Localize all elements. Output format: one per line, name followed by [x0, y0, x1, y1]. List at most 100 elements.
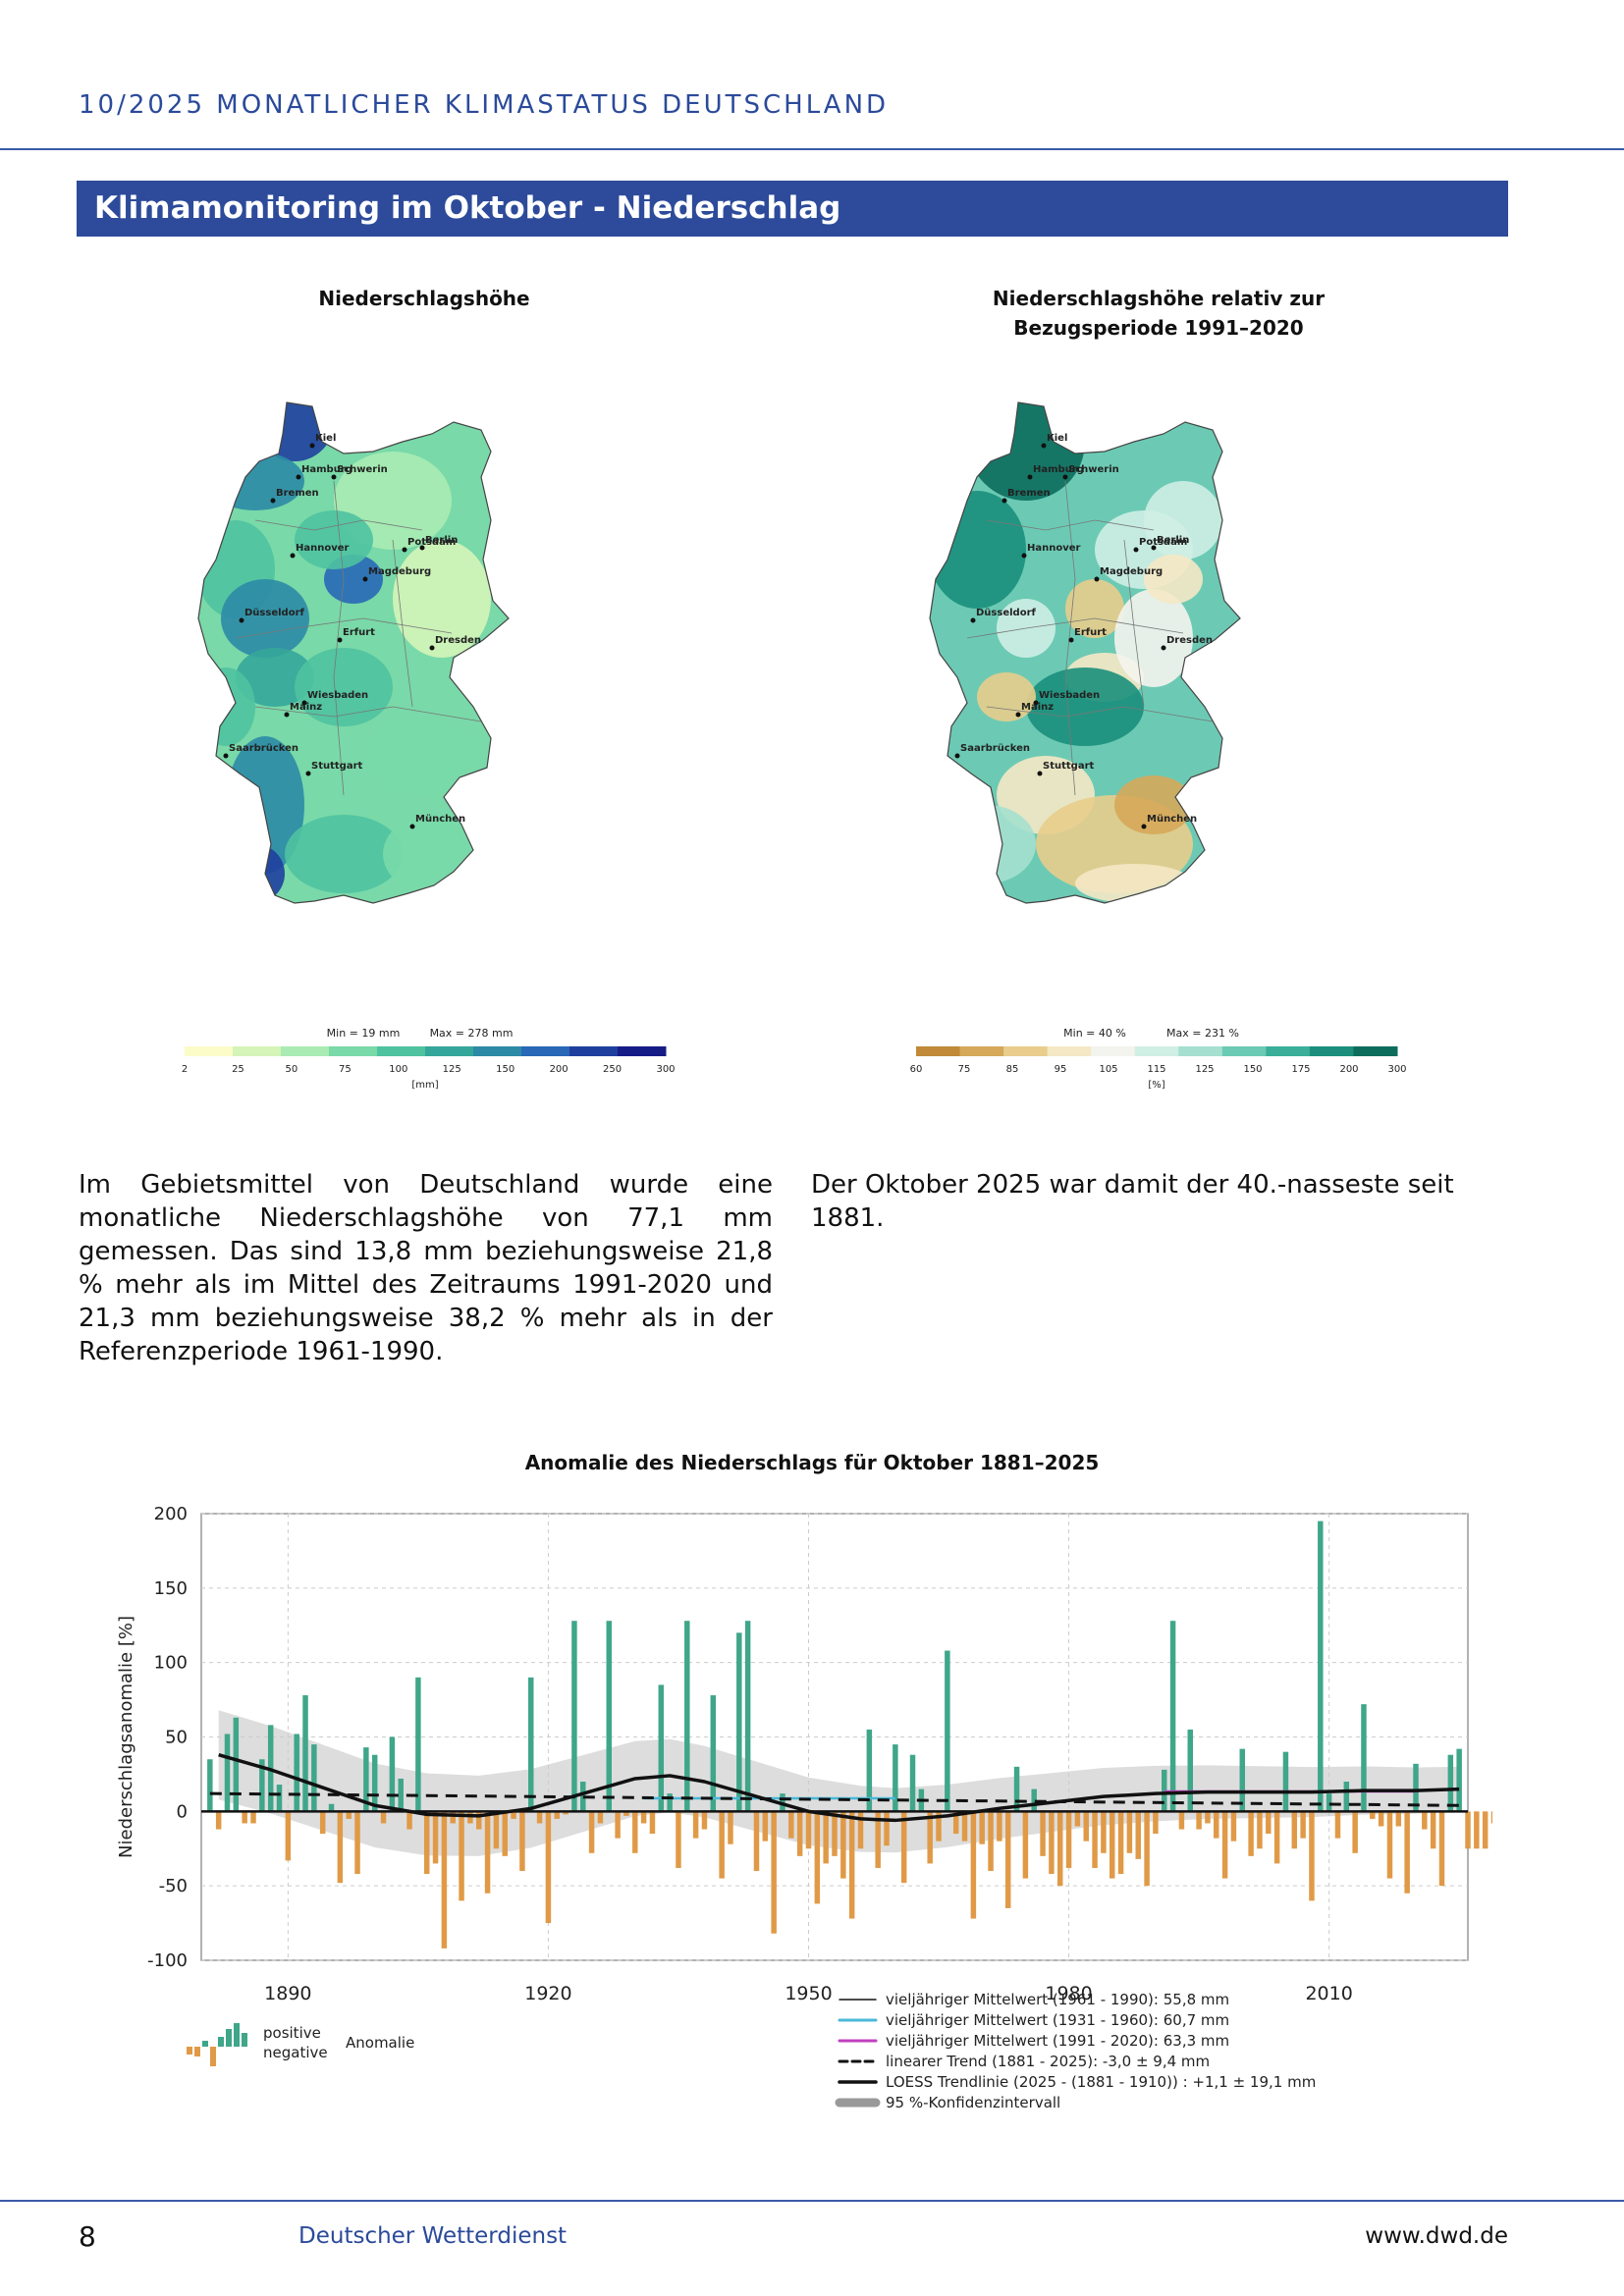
anomaly-bar — [658, 1684, 665, 1812]
anomaly-bar — [233, 1717, 240, 1812]
map2-city-label: München — [1147, 814, 1197, 825]
map2-colorbar-segment — [1003, 1046, 1049, 1056]
map1-colorbar-segment — [233, 1046, 282, 1056]
map2-city-label: Berlin — [1157, 535, 1189, 546]
anomaly-bar — [840, 1811, 846, 1879]
map2-region — [930, 491, 1026, 609]
anomaly-bar — [676, 1811, 681, 1868]
anomaly-bar — [242, 1811, 247, 1824]
anomaly-bar — [1395, 1811, 1402, 1827]
anomaly-bar — [848, 1811, 855, 1919]
map2-city-label: Kiel — [1047, 433, 1067, 444]
map2-region — [1065, 579, 1124, 638]
map2-border — [929, 401, 1241, 904]
anomaly-bar — [389, 1736, 396, 1812]
map2-region — [1114, 589, 1193, 687]
anomaly-bar — [1239, 1748, 1246, 1812]
anomaly-bar — [511, 1811, 516, 1819]
anomaly-bar — [1178, 1811, 1185, 1830]
y-tick-label: 0 — [177, 1801, 188, 1822]
anomaly-bar — [1413, 1763, 1419, 1812]
anomaly-bar — [502, 1811, 508, 1856]
map2-colorbar-tick: 175 — [1291, 1064, 1310, 1075]
map1-city-label: München — [415, 814, 465, 825]
x-tick-label: 1920 — [524, 1983, 571, 2004]
map1-city-label: Saarbrücken — [229, 743, 298, 754]
map1-city-dot — [290, 553, 296, 559]
legend-item-label: LOESS Trendlinie (2025 - (1881 - 1910)) … — [886, 2073, 1316, 2091]
header-divider — [0, 148, 1624, 150]
map1-colorbar-unit: [mm] — [411, 1080, 438, 1091]
map1-city-dot — [284, 712, 290, 718]
section-title: Klimamonitoring im Oktober - Niederschla… — [94, 190, 841, 226]
anomaly-bar — [1386, 1811, 1393, 1879]
map2-colorbar-segment — [1178, 1046, 1223, 1056]
map1-colorbar-tick: 2 — [182, 1064, 188, 1075]
y-tick-label: 150 — [154, 1578, 188, 1599]
map1-region — [226, 844, 285, 903]
y-tick-label: 50 — [165, 1728, 188, 1748]
anomaly-bar — [1352, 1811, 1358, 1853]
map1-region — [393, 540, 491, 658]
anomaly-bar — [1117, 1811, 1124, 1875]
map1-city-dot — [409, 824, 415, 829]
map1-region — [363, 717, 481, 795]
map1-max-label: Max = 278 mm — [430, 1027, 514, 1040]
anomaly-bar — [701, 1811, 708, 1830]
website-link[interactable]: www.dwd.de — [1365, 2223, 1508, 2249]
anomaly-bar — [1065, 1811, 1072, 1868]
anomaly-bar — [346, 1811, 352, 1819]
anomaly-bar — [1214, 1811, 1219, 1839]
map1-colorbar-segment — [521, 1046, 570, 1056]
map1-colorbar-segment — [377, 1046, 426, 1056]
map1-colorbar-segment — [618, 1046, 667, 1056]
anomaly-bar — [371, 1754, 378, 1812]
map2-colorbar-unit: [%] — [1148, 1080, 1164, 1091]
legend-item-label: 95 %-Konfidenzintervall — [886, 2094, 1060, 2111]
anomaly-bar — [363, 1747, 369, 1812]
anomaly-bar — [276, 1785, 283, 1812]
anomaly-bar — [640, 1811, 647, 1824]
map2-fill — [930, 402, 1240, 903]
footer-divider — [0, 2200, 1624, 2202]
anomaly-bar — [805, 1811, 812, 1849]
map1-colorbar-tick: 125 — [443, 1064, 461, 1075]
map1-colorbar-segment — [185, 1046, 234, 1056]
map1-city-label: Hamburg — [301, 464, 352, 475]
map2-city-label: Schwerin — [1068, 464, 1119, 475]
map1-city-dot — [309, 443, 315, 449]
map1-city-dot — [331, 474, 337, 480]
anomaly-bar — [684, 1621, 690, 1812]
anomaly-bar — [597, 1811, 604, 1824]
anomaly-bar — [1343, 1782, 1350, 1812]
linear-trend-line — [209, 1791, 1460, 1807]
legend-anomaly-label: Anomalie — [346, 2034, 414, 2052]
legend-anomaly-swatch — [187, 2047, 192, 2055]
map1-city-dot — [337, 637, 343, 643]
y-tick-label: 100 — [154, 1653, 188, 1674]
map1-colorbar-segment — [569, 1046, 619, 1056]
map2-title: Niederschlagshöhe relativ zur Bezugsperi… — [992, 287, 1326, 340]
y-tick-label: -100 — [147, 1950, 188, 1971]
map1-colorbar-tick: 25 — [232, 1064, 244, 1075]
map2-city-dot — [1161, 645, 1166, 651]
x-tick-label: 1980 — [1045, 1983, 1092, 2004]
anomaly-bar — [606, 1621, 613, 1812]
anomaly-bar — [1101, 1811, 1107, 1853]
map2-colorbar-segment — [1353, 1046, 1398, 1056]
anomaly-bar — [649, 1811, 656, 1835]
map1-city-label: Wiesbaden — [307, 690, 368, 701]
legend-item-label: vieljähriger Mittelwert (1931 - 1960): 6… — [886, 2011, 1229, 2029]
anomaly-bar — [623, 1811, 629, 1816]
anomaly-bar — [1430, 1811, 1436, 1849]
anomaly-bar — [423, 1811, 430, 1875]
map2-colorbar-tick: 85 — [1006, 1064, 1019, 1075]
map2-city-label: Hamburg — [1033, 464, 1084, 475]
map2-colorbar-segment — [916, 1046, 961, 1056]
map1-colorbar-segment — [281, 1046, 330, 1056]
anomaly-bar — [1326, 1793, 1332, 1812]
anomaly-bar — [1221, 1811, 1228, 1879]
